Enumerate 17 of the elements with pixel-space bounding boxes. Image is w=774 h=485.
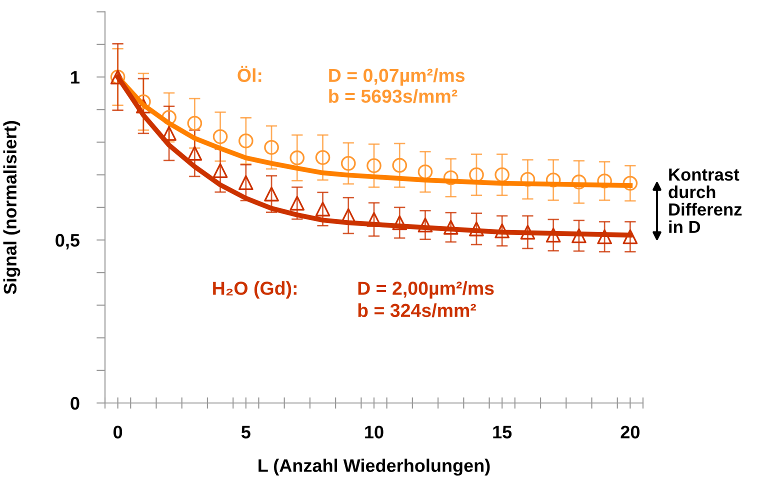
y-axis-title: Signal (normalisiert) <box>3 121 20 294</box>
x-tick-label: 15 <box>493 426 512 438</box>
text: Kontrast durch Differenz in D <box>668 168 742 233</box>
annotation: D = 2,00µm²/ms <box>358 281 494 299</box>
x-tick-label: 0 <box>114 426 122 438</box>
x-tick-label: 5 <box>241 426 250 438</box>
annotation: Öl: <box>238 66 262 82</box>
y-tick-label: 0 <box>70 396 80 410</box>
y-tick-label: 0,5 <box>56 234 80 250</box>
x-tick-label: 20 <box>620 426 640 438</box>
y-tick-label: 1 <box>71 71 80 84</box>
annotation: b = 324s/mm² <box>358 303 476 318</box>
x-axis-title: L (Anzahl Wiederholungen) <box>258 458 490 476</box>
x-tick-label: 10 <box>365 426 384 438</box>
annotation: H₂O (Gd): <box>213 281 296 299</box>
annotation: D = 0,07µm²/ms <box>329 68 465 86</box>
annotation: b = 5693s/mm² <box>329 89 458 104</box>
